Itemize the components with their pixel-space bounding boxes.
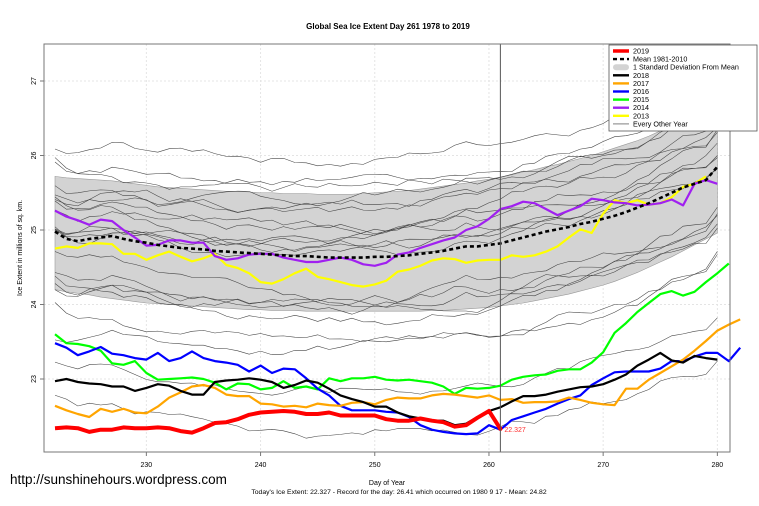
legend-label: Mean 1981-2010 <box>633 55 687 64</box>
x-tick-label: 270 <box>597 462 609 469</box>
legend-label: 2013 <box>633 111 649 120</box>
legend-label: Every Other Year <box>633 119 688 128</box>
y-tick-label: 23 <box>31 375 38 383</box>
other-year-line <box>54 227 718 308</box>
current-value-label: 22.327 <box>504 427 526 434</box>
legend-label: 2015 <box>633 95 649 104</box>
other-year-line <box>54 254 718 343</box>
series-lines <box>54 165 742 436</box>
other-year-line <box>54 98 718 190</box>
series-line-2018 <box>54 351 718 427</box>
legend-label: 2016 <box>633 87 649 96</box>
y-axis: 23 24 25 26 27 <box>31 77 44 383</box>
x-tick-label: 230 <box>141 462 153 469</box>
y-tick-label: 26 <box>31 152 38 160</box>
other-year-line <box>54 75 718 167</box>
every-other-year-lines <box>54 75 718 439</box>
other-year-line <box>54 206 718 315</box>
x-tick-label: 260 <box>483 462 495 469</box>
series-line-2015 <box>54 262 730 395</box>
series-line-2013 <box>54 175 707 288</box>
other-year-line <box>54 127 718 236</box>
legend-label: 2014 <box>633 103 649 112</box>
x-axis: 230 240 250 260 270 280 <box>141 452 724 469</box>
series-line-mean-1981-2010 <box>54 165 719 259</box>
series-line-2014 <box>54 179 718 267</box>
series-line-2017 <box>54 318 741 419</box>
other-year-line <box>54 132 718 213</box>
legend-label: 1 Standard Deviation From Mean <box>633 63 739 72</box>
legend-label: 2017 <box>633 79 649 88</box>
x-tick-label: 250 <box>369 462 381 469</box>
y-axis-label: Ice Extent in millions of sq. km. <box>17 200 24 296</box>
other-year-line <box>54 121 718 207</box>
source-url[interactable]: http://sunshinehours.wordpress.com <box>10 472 227 487</box>
chart-subtitle: Today's Ice Extent: 22.327 - Record for … <box>251 489 546 496</box>
series-line-2019 <box>54 409 503 435</box>
other-year-line <box>54 142 718 253</box>
chart-title: Global Sea Ice Extent Day 261 1978 to 20… <box>306 22 470 31</box>
other-year-line <box>54 90 718 192</box>
other-year-line <box>54 317 718 396</box>
other-year-line <box>54 129 718 256</box>
other-year-line <box>54 213 718 306</box>
x-tick-label: 240 <box>255 462 267 469</box>
y-tick-label: 27 <box>31 77 38 85</box>
x-axis-label: Day of Year <box>369 480 406 487</box>
legend-label: 2019 <box>633 47 649 56</box>
other-year-line <box>54 166 718 247</box>
other-year-line <box>54 215 718 326</box>
other-year-line <box>54 223 718 308</box>
y-tick-label: 25 <box>31 226 38 234</box>
y-tick-label: 24 <box>31 301 38 309</box>
other-year-line <box>54 251 718 355</box>
legend-swatch <box>613 64 629 71</box>
x-tick-label: 280 <box>712 462 724 469</box>
legend-box <box>608 44 758 132</box>
other-year-line <box>54 360 718 439</box>
other-year-line <box>54 112 718 213</box>
plot-frame <box>43 43 731 453</box>
legend-label: 2018 <box>633 71 649 80</box>
